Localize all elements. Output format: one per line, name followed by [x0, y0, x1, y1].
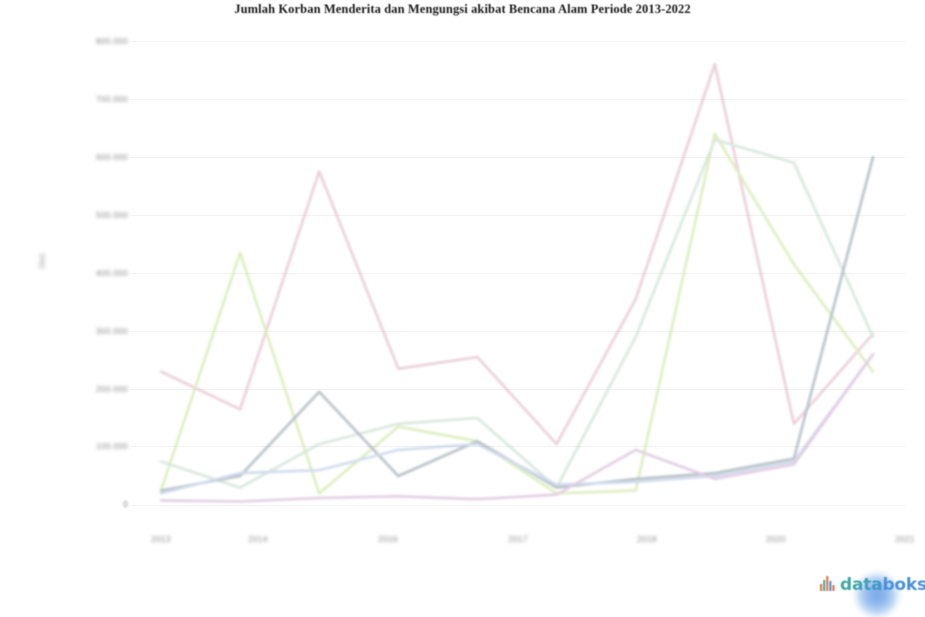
logo-text-data: data — [840, 575, 883, 595]
series-line — [159, 352, 875, 495]
series-line — [159, 138, 875, 489]
logo-text: databoks — [840, 575, 925, 595]
series-line — [159, 62, 875, 446]
databoks-logo: databoks — [820, 575, 925, 595]
bar-chart-icon — [820, 575, 835, 591]
series-line — [159, 352, 875, 503]
logo-text-boks: boks — [882, 575, 925, 595]
series-line — [159, 132, 875, 495]
